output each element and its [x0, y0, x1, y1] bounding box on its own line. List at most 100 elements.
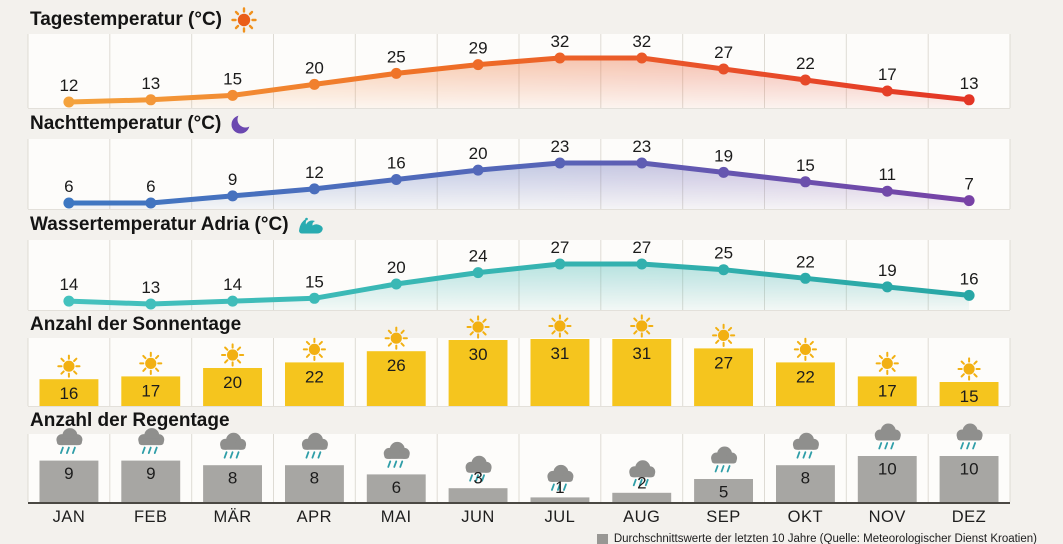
rainy-days-bar [39, 460, 99, 502]
data-point-label: 14 [59, 275, 78, 294]
data-point-label: 23 [632, 137, 651, 156]
rain-cloud-icon [383, 441, 410, 468]
data-point-label: 22 [796, 252, 815, 271]
sunny-days-chart: 16 17 20 22 26 30 31 31 27 22 17 15 [27, 314, 1011, 407]
month-label: APR [296, 507, 333, 526]
sunny-days-bar [857, 376, 917, 406]
data-point-label: 16 [387, 154, 406, 173]
data-point-label: 13 [141, 278, 160, 297]
rainy-days-bar [939, 456, 999, 502]
bar-value-label: 6 [392, 478, 401, 497]
bar-value-label: 15 [960, 387, 979, 406]
month-label: JUL [544, 507, 576, 526]
data-point [554, 258, 566, 270]
section-day-temperature: Tagestemperatur (°C) 12 13 15 20 25 29 32 32 27 2… [27, 6, 1011, 109]
data-point-label: 6 [146, 177, 155, 196]
data-point [963, 94, 975, 106]
night-temp-header: Nachttemperatur (°C) [28, 109, 1010, 139]
sun-bar-icon [875, 351, 899, 375]
bar-value-label: 8 [228, 469, 237, 488]
bar-value-label: 5 [719, 483, 728, 502]
data-point-label: 24 [469, 247, 488, 266]
data-point [636, 258, 648, 270]
rain-cloud-icon [792, 432, 819, 459]
sun-bar-icon [548, 314, 572, 338]
sunny-days-bar [939, 382, 999, 406]
data-point [799, 74, 811, 86]
legend-swatch-icon [596, 533, 608, 544]
area-fill [68, 58, 970, 108]
months-axis: JAN FEB MÄR APR MAI JUN JUL AUG SEP OKT … [28, 504, 1010, 530]
data-point-label: 27 [714, 43, 733, 62]
rainy-days-bar [203, 465, 262, 502]
bar-value-label: 17 [878, 381, 897, 400]
water-temp-title: Wassertemperatur Adria (°C) [30, 214, 289, 235]
month-label: FEB [133, 507, 168, 526]
rainy-days-bar [448, 488, 508, 502]
bar-value-label: 10 [878, 460, 897, 479]
sunny-days-bar [366, 351, 426, 406]
sunny-days-bar [776, 362, 835, 406]
bar-value-label: 26 [387, 356, 406, 375]
rain-cloud-icon [874, 423, 901, 450]
sun-bar-icon [630, 314, 654, 338]
rain-cloud-icon [547, 464, 574, 491]
data-point [472, 59, 484, 71]
month-label: MAI [380, 507, 412, 526]
sunny-days-title: Anzahl der Sonnentage [30, 313, 242, 335]
bar-value-label: 2 [637, 473, 646, 492]
data-point [881, 85, 893, 97]
data-point [63, 295, 75, 307]
data-point [308, 183, 320, 195]
sunny-days-bar [121, 376, 181, 406]
data-point-label: 9 [228, 170, 237, 189]
data-point [718, 166, 730, 178]
sun-bar-icon [957, 357, 981, 381]
line-chart-svg: 6 6 9 12 16 20 23 23 19 15 11 7 [27, 137, 1011, 209]
data-point [145, 94, 157, 106]
data-point [963, 289, 975, 301]
rain-cloud-icon [220, 432, 247, 459]
rainy-days-bar [857, 456, 917, 502]
data-point-label: 20 [387, 258, 406, 277]
data-point-label: 23 [550, 137, 569, 156]
bar-value-label: 31 [632, 344, 651, 363]
sunny-days-header: Anzahl der Sonnentage [28, 311, 1010, 338]
data-point [227, 89, 239, 101]
data-point [390, 174, 402, 185]
rainy-days-title: Anzahl der Regentage [30, 409, 230, 431]
sun-bar-icon [302, 337, 326, 361]
legend-text: Durchschnittswerte der letzten 10 Jahre … [613, 533, 1037, 544]
data-point-label: 12 [59, 76, 78, 95]
month-label: OKT [787, 507, 824, 526]
sun-bar-icon [57, 354, 81, 378]
sunny-days-bar [694, 348, 753, 406]
data-point [636, 157, 648, 169]
area-fill [68, 163, 970, 209]
data-point-label: 19 [878, 261, 897, 280]
data-point-label: 22 [796, 54, 815, 73]
data-point-label: 12 [305, 163, 324, 182]
bar-value-label: 9 [64, 464, 73, 483]
data-line [66, 160, 972, 206]
rainy-days-chart: 9 9 8 8 6 3 1 2 5 8 10 10 [27, 423, 1011, 504]
bar-value-label: 20 [223, 373, 242, 392]
data-point [145, 298, 157, 310]
bar-value-label: 17 [141, 381, 160, 400]
data-point [390, 67, 402, 79]
data-line [66, 55, 972, 105]
section-sunny-days: Anzahl der Sonnentage 16 17 20 22 26 30 31 31 27… [27, 311, 1011, 407]
month-label: JUN [461, 507, 495, 526]
rain-cloud-icon [465, 455, 492, 482]
sunny-days-bar [203, 368, 262, 406]
sun-bar-icon [793, 337, 817, 361]
rain-cloud-icon [301, 432, 328, 459]
data-point-label: 32 [632, 32, 651, 51]
data-point [636, 52, 648, 64]
line-chart-svg: 12 13 15 20 25 29 32 32 27 22 17 13 [27, 32, 1011, 108]
data-point [63, 197, 75, 209]
bar-value-label: 27 [714, 353, 733, 372]
data-point [963, 195, 975, 207]
data-point-label: 11 [878, 165, 896, 184]
